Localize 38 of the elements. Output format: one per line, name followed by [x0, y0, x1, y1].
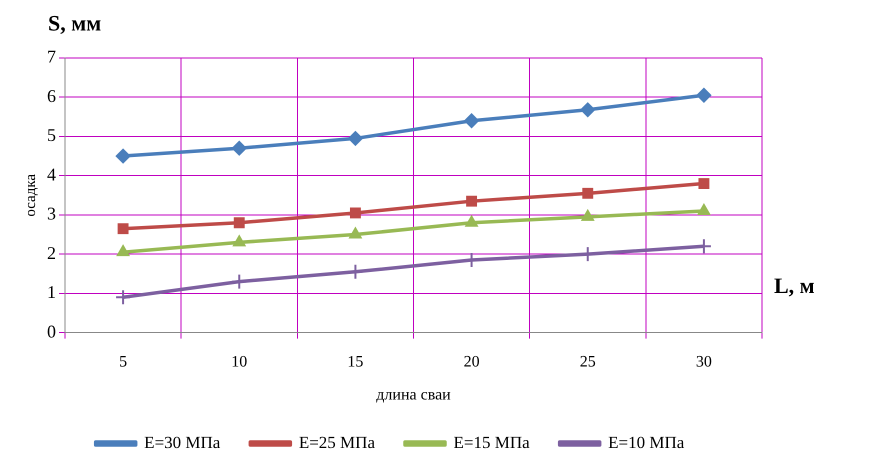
y-tick-label: 7 [47, 46, 56, 67]
y-tick-label: 3 [47, 204, 56, 224]
point [347, 264, 364, 280]
point [232, 140, 247, 156]
point [466, 196, 478, 207]
x-tick-label: 5 [119, 353, 128, 370]
x-tick-label: 20 [464, 353, 480, 370]
legend-label: E=10 МПа [608, 432, 685, 452]
point [115, 289, 132, 306]
point [348, 130, 363, 146]
y-tick-label: 0 [47, 321, 56, 342]
point [698, 178, 710, 189]
legend-label: E=25 МПа [298, 432, 376, 452]
text: L, м [774, 273, 815, 298]
point [348, 227, 362, 239]
x-tick-label: 15 [347, 353, 364, 370]
point [582, 188, 594, 199]
point [231, 274, 248, 290]
x-tick-label: 10 [231, 353, 248, 370]
y-tick-label: 1 [47, 282, 56, 302]
y-tick-label: 5 [47, 125, 56, 146]
x-tick-label: 30 [696, 353, 712, 370]
point [118, 223, 129, 234]
text: S, мм [48, 10, 102, 36]
y-axis-title: осадка [22, 174, 39, 217]
point [580, 102, 596, 118]
point [234, 217, 245, 228]
point [116, 148, 131, 164]
point [464, 113, 480, 128]
y-tick-label: 4 [47, 164, 56, 184]
x-axis-title: длина сваи [376, 386, 452, 404]
legend-label: E=30 МПа [144, 432, 221, 452]
point [696, 88, 712, 103]
x-tick-label: 25 [580, 353, 596, 370]
y-tick-label: 2 [47, 242, 56, 263]
y-tick-label: 6 [47, 86, 56, 106]
legend-label: E=15 МПа [454, 432, 530, 452]
point [350, 208, 361, 218]
